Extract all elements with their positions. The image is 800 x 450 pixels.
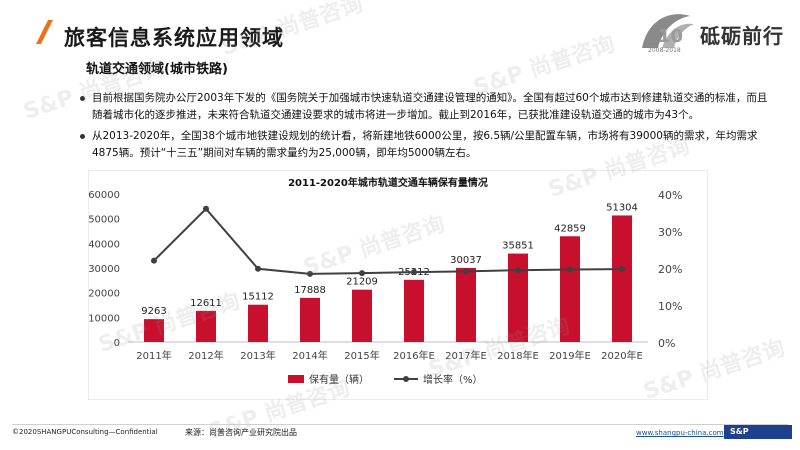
growth-rate-point — [255, 265, 261, 272]
logo-text: 砥砺前行 — [700, 24, 784, 48]
growth-rate-point — [619, 266, 625, 273]
y-right-tick-label: 0% — [658, 337, 675, 350]
title-slash-icon — [36, 20, 53, 44]
bar — [560, 236, 580, 342]
bar-data-label: 51304 — [606, 202, 638, 213]
x-tick-label: 2020年E — [601, 349, 643, 362]
bar — [144, 319, 164, 342]
bar — [196, 310, 216, 342]
page-subtitle: 轨道交通领域(城市铁路) — [86, 62, 228, 77]
legend-line-label: 增长率（%） — [423, 373, 483, 386]
y-left-tick-label: 0 — [114, 338, 120, 349]
y-left-tick-label: 30000 — [88, 264, 120, 275]
bar — [248, 304, 268, 342]
footer-divider — [12, 424, 788, 425]
chart-border — [88, 170, 708, 400]
y-left-tick-label: 50000 — [88, 215, 120, 226]
bullet-item-2: 从2013-2020年，全国38个城市地铁建设规划的统计看，将新建地铁6000公… — [80, 128, 770, 162]
bar-data-label: 9263 — [141, 306, 166, 317]
bar — [300, 297, 320, 342]
growth-rate-point — [567, 266, 573, 273]
svg-text:10: 10 — [658, 26, 683, 47]
bar — [612, 215, 632, 342]
legend-bar-label: 保有量（辆） — [309, 373, 369, 386]
bullet-list: 目前根据国务院办公厅2003年下发的《国务院关于加强城市快速轨道交通建设管理的通… — [80, 90, 770, 166]
growth-rate-point — [307, 270, 313, 277]
bar-data-label: 30037 — [450, 255, 482, 266]
growth-rate-point — [359, 270, 365, 277]
footer-copyright: ©2020SHANGPUConsulting—Confidential — [12, 428, 158, 436]
legend-bar-swatch — [288, 375, 304, 383]
x-tick-label: 2017年E — [445, 349, 487, 362]
y-left-tick-label: 60000 — [88, 190, 120, 201]
bar-data-label: 42859 — [554, 223, 586, 234]
growth-rate-point — [411, 269, 417, 276]
bar-data-label: 17888 — [294, 285, 326, 296]
logo-years: 2008-2018 — [648, 47, 681, 54]
growth-rate-point — [203, 205, 209, 212]
y-right-tick-label: 40% — [658, 189, 682, 202]
bar-data-label: 15112 — [242, 292, 274, 303]
anniversary-logo-icon: 10 — [642, 14, 694, 48]
footer-url-link[interactable]: www.shangpu-china.com — [636, 429, 724, 437]
y-left-tick-label: 10000 — [88, 313, 120, 324]
bar — [456, 267, 476, 342]
bar-data-label: 21209 — [346, 277, 378, 288]
legend-line-marker — [403, 376, 409, 382]
x-tick-label: 2019年E — [549, 349, 591, 362]
bar — [352, 289, 372, 342]
bar-data-label: 35851 — [502, 241, 534, 252]
vehicle-ownership-chart: 2011-2020年城市轨道交通车辆保有量情况 0 10000 20000 30000 4… — [88, 170, 708, 400]
x-tick-label: 2018年E — [497, 349, 539, 362]
y-left-tick-label: 20000 — [88, 289, 120, 300]
x-tick-label: 2012年 — [188, 349, 223, 362]
growth-rate-line — [153, 207, 623, 275]
x-tick-label: 2011年 — [136, 349, 171, 362]
x-tick-label: 2015年 — [344, 349, 379, 362]
y-right-tick-label: 10% — [658, 300, 682, 313]
x-tick-label: 2014年 — [292, 349, 327, 362]
y-right-tick-label: 20% — [658, 263, 682, 276]
footer-source: 来源：尚普咨询产业研究院出品 — [185, 428, 297, 437]
y-right-tick-label: 30% — [658, 226, 682, 239]
growth-rate-point — [151, 257, 157, 264]
bar — [508, 253, 528, 342]
x-tick-label: 2013年 — [240, 349, 275, 362]
x-tick-label: 2016年E — [393, 349, 435, 362]
bar — [404, 279, 424, 342]
footer-brand-badge: S&P — [724, 425, 792, 439]
growth-rate-point — [463, 268, 469, 275]
growth-rate-point — [515, 267, 521, 274]
bullet-item-1: 目前根据国务院办公厅2003年下发的《国务院关于加强城市快速轨道交通建设管理的通… — [80, 90, 770, 124]
bar-data-label: 12611 — [190, 298, 222, 309]
y-left-tick-label: 40000 — [88, 239, 120, 250]
page-title: 旅客信息系统应用领域 — [64, 26, 284, 50]
chart-title: 2011-2020年城市轨道交通车辆保有量情况 — [288, 176, 488, 189]
